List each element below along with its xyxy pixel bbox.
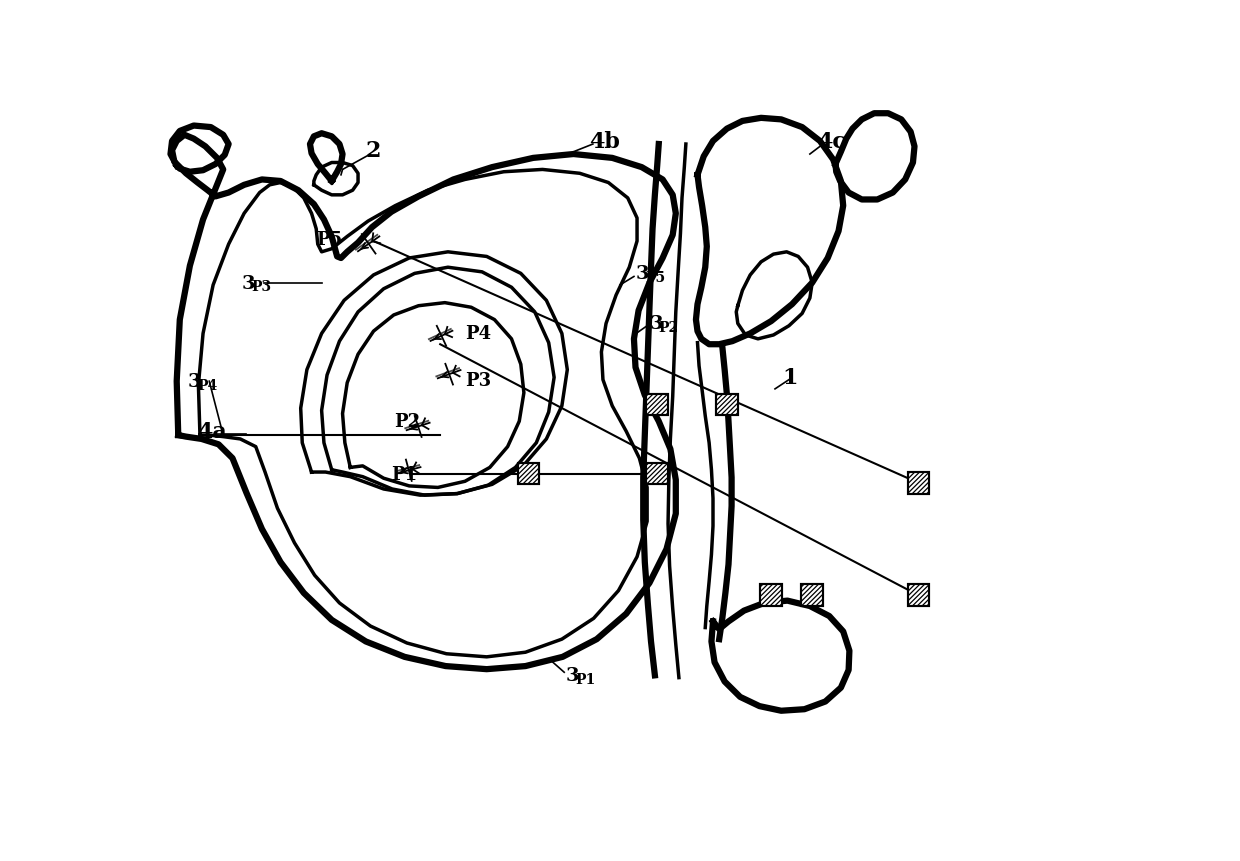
Text: 3: 3 bbox=[650, 315, 663, 333]
Text: 3: 3 bbox=[187, 373, 201, 391]
Text: P2: P2 bbox=[658, 321, 678, 335]
Bar bbox=[908, 585, 929, 606]
Bar bbox=[908, 585, 929, 606]
Bar bbox=[717, 394, 738, 416]
Bar bbox=[908, 473, 929, 494]
Text: P1: P1 bbox=[575, 672, 595, 686]
Text: 3: 3 bbox=[242, 275, 255, 292]
Bar bbox=[760, 585, 782, 606]
Text: 2: 2 bbox=[366, 140, 382, 162]
Text: P5: P5 bbox=[645, 271, 665, 285]
Bar bbox=[717, 394, 738, 416]
Text: P3: P3 bbox=[465, 371, 491, 389]
Text: P4: P4 bbox=[197, 379, 217, 393]
Text: P5: P5 bbox=[316, 231, 342, 249]
Bar bbox=[518, 463, 539, 485]
Text: 1: 1 bbox=[782, 367, 799, 389]
Text: 3: 3 bbox=[635, 265, 649, 283]
Bar bbox=[646, 463, 668, 485]
Bar bbox=[908, 473, 929, 494]
Bar bbox=[760, 585, 782, 606]
Text: 4b: 4b bbox=[589, 131, 620, 152]
Text: P2: P2 bbox=[394, 412, 420, 430]
Bar bbox=[646, 394, 668, 416]
Text: 4a: 4a bbox=[197, 421, 227, 443]
Text: 4c: 4c bbox=[817, 131, 847, 152]
Bar bbox=[518, 463, 539, 485]
Text: 3: 3 bbox=[565, 666, 579, 684]
Bar bbox=[801, 585, 823, 606]
Text: P3: P3 bbox=[250, 280, 272, 294]
Bar bbox=[646, 394, 668, 416]
Text: P1: P1 bbox=[392, 465, 418, 483]
Text: P4: P4 bbox=[465, 325, 491, 343]
Bar bbox=[801, 585, 823, 606]
Bar bbox=[646, 463, 668, 485]
